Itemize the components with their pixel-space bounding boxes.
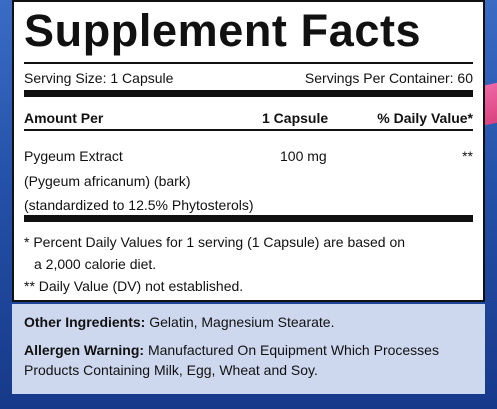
footnote: a 2,000 calorie diet. [34, 256, 157, 272]
info-panel: Other Ingredients: Gelatin, Magnesium St… [12, 304, 485, 394]
servings-per-container: Servings Per Container: 60 [304, 70, 473, 86]
serving-size: Serving Size: 1 Capsule [24, 70, 174, 86]
rule [24, 215, 473, 222]
footnote: * Percent Daily Values for 1 serving (1 … [24, 234, 406, 250]
text: Gelatin, Magnesium Stearate. [149, 314, 335, 330]
label: Allergen Warning: [24, 342, 145, 358]
header-cell: 1 Capsule [262, 110, 329, 126]
ingredient-name: (standardized to 12.5% Phytosterols) [24, 197, 254, 213]
footnote: ** Daily Value (DV) not established. [24, 278, 244, 294]
ingredient-name: (Pygeum africanum) (bark) [24, 173, 191, 189]
ingredient-name: Pygeum Extract [24, 148, 123, 164]
rule [24, 62, 473, 64]
text: Manufactured On Equipment Which Processe… [24, 342, 439, 378]
title: Supplement Facts [24, 5, 422, 56]
allergen-warning: Allergen Warning: Manufactured On Equipm… [24, 340, 474, 380]
rule [24, 90, 473, 97]
rule [24, 129, 473, 131]
amount: 100 mg [280, 148, 327, 164]
header-cell: % Daily Value* [377, 110, 473, 126]
other-ingredients: Other Ingredients: Gelatin, Magnesium St… [24, 312, 474, 332]
label: Other Ingredients: [24, 314, 146, 330]
daily-value: ** [462, 148, 473, 164]
facts-panel: Supplement Facts Serving Size: 1 Capsule… [12, 0, 485, 302]
header-cell: Amount Per [24, 110, 104, 126]
